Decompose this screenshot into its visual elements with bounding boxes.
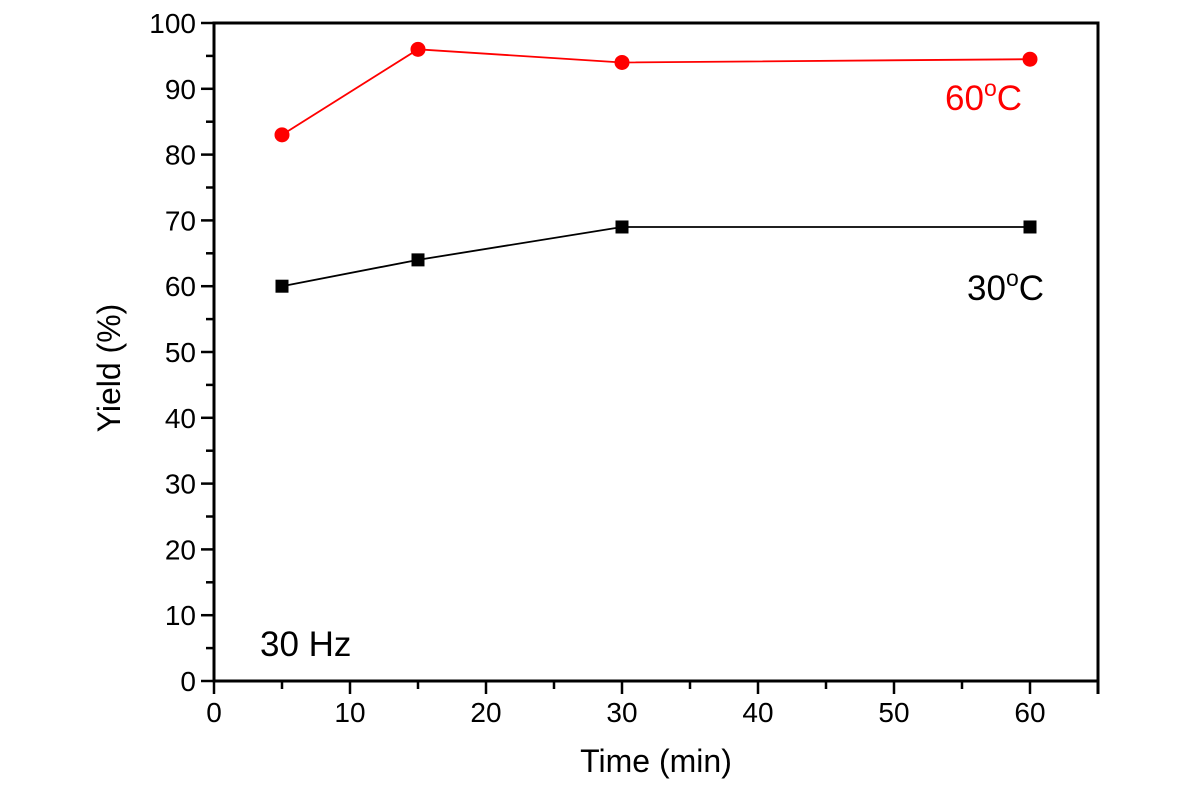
y-tick-label: 20 xyxy=(165,534,196,565)
data-point-30C xyxy=(1023,220,1037,234)
x-axis-title: Time (min) xyxy=(580,743,732,779)
y-tick-label: 40 xyxy=(165,403,196,434)
data-point-30C xyxy=(275,279,289,293)
y-tick-label: 100 xyxy=(149,8,196,39)
y-tick-label: 0 xyxy=(180,666,196,697)
y-tick-label: 90 xyxy=(165,74,196,105)
y-tick-label: 60 xyxy=(165,271,196,302)
x-tick-label: 40 xyxy=(742,697,773,728)
series-label-60C: 60oC xyxy=(945,75,1022,118)
x-tick-label: 30 xyxy=(606,697,637,728)
series-line-30C xyxy=(281,226,1030,288)
y-tick-label: 70 xyxy=(165,205,196,236)
y-tick-label: 10 xyxy=(165,600,196,631)
x-tick-label: 20 xyxy=(470,697,501,728)
x-tick-label: 0 xyxy=(206,697,222,728)
data-point-60C xyxy=(410,41,426,57)
series-label-30C: 30oC xyxy=(967,265,1044,308)
data-point-60C xyxy=(1022,51,1038,67)
y-tick-label: 30 xyxy=(165,469,196,500)
y-axis-title: Yield (%) xyxy=(91,304,127,433)
data-point-60C xyxy=(614,54,630,70)
chart-plot-area: 0 10 20 30 40 50 60 0 10 20 30 40 50 60 70 80 90 100 60oC 3… xyxy=(149,8,1100,728)
x-tick-label: 50 xyxy=(878,697,909,728)
x-tick-label: 10 xyxy=(334,697,365,728)
data-point-60C xyxy=(274,127,290,143)
data-point-30C xyxy=(615,220,629,234)
series-line-60C xyxy=(281,48,1031,136)
x-tick-label: 60 xyxy=(1014,697,1045,728)
plot-frame xyxy=(212,21,1100,683)
y-tick-label: 50 xyxy=(165,337,196,368)
y-tick-label: 80 xyxy=(165,140,196,171)
frequency-label: 30 Hz xyxy=(260,625,351,664)
data-point-30C xyxy=(411,253,425,267)
